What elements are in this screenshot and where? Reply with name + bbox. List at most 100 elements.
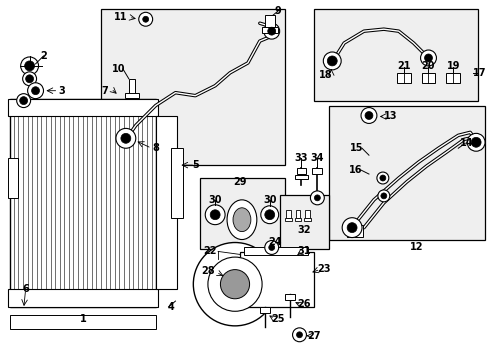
Circle shape [470, 137, 480, 147]
Bar [284, 294, 294, 300]
Circle shape [260, 206, 278, 224]
Text: 22: 22 [203, 247, 217, 256]
Circle shape [25, 75, 34, 83]
Circle shape [142, 16, 148, 22]
Circle shape [420, 50, 436, 66]
Bar [396, 73, 410, 83]
Text: 5: 5 [192, 160, 198, 170]
Bar [346, 225, 362, 237]
Text: 21: 21 [396, 61, 409, 71]
Bar [304, 218, 311, 221]
Text: 23: 23 [317, 264, 330, 274]
Bar [244, 247, 308, 255]
Text: 27: 27 [307, 331, 321, 341]
Bar [261, 27, 277, 33]
Bar [294, 175, 308, 179]
Text: 14: 14 [459, 138, 472, 148]
Bar [124, 93, 139, 98]
Text: 8: 8 [152, 143, 159, 153]
Circle shape [346, 223, 356, 233]
Circle shape [210, 210, 220, 220]
Text: 18: 18 [318, 70, 331, 80]
Bar [8, 289, 157, 307]
Circle shape [264, 240, 278, 255]
Text: 12: 12 [409, 243, 423, 252]
Text: 19: 19 [446, 61, 459, 71]
Bar [10, 315, 155, 329]
Circle shape [376, 172, 388, 184]
Text: 24: 24 [267, 237, 281, 247]
Bar [328, 105, 484, 239]
Circle shape [121, 133, 131, 143]
Text: 17: 17 [472, 68, 486, 78]
Circle shape [268, 244, 274, 251]
Text: 29: 29 [233, 177, 246, 187]
Circle shape [296, 332, 302, 338]
Circle shape [116, 129, 136, 148]
Bar [171, 148, 183, 218]
Circle shape [264, 210, 274, 220]
Circle shape [267, 27, 275, 35]
Text: 16: 16 [348, 165, 362, 175]
Text: 3: 3 [58, 86, 64, 96]
Text: 30: 30 [263, 195, 276, 205]
Circle shape [342, 218, 361, 238]
Text: 11: 11 [114, 12, 127, 22]
Bar [155, 117, 177, 289]
Text: 34: 34 [310, 153, 324, 163]
Circle shape [27, 83, 43, 99]
Text: 33: 33 [294, 153, 307, 163]
Circle shape [24, 61, 35, 71]
Circle shape [292, 328, 306, 342]
Text: 1: 1 [80, 314, 86, 324]
Text: 26: 26 [297, 299, 310, 309]
Circle shape [360, 108, 376, 123]
Circle shape [205, 205, 224, 225]
Ellipse shape [233, 208, 250, 231]
Text: 9: 9 [274, 6, 281, 16]
Bar [8, 158, 18, 198]
Circle shape [220, 270, 249, 299]
Circle shape [314, 195, 320, 201]
Bar [284, 218, 291, 221]
Bar [421, 73, 434, 83]
Text: 30: 30 [208, 195, 222, 205]
Circle shape [424, 54, 431, 62]
Ellipse shape [226, 200, 256, 239]
Bar [305, 210, 310, 218]
Circle shape [17, 94, 31, 108]
Circle shape [263, 23, 279, 39]
Bar [10, 99, 155, 307]
Bar [295, 210, 300, 218]
Text: 10: 10 [112, 64, 125, 74]
Bar [312, 168, 322, 174]
Bar [279, 195, 328, 249]
Bar [101, 9, 284, 165]
Circle shape [139, 12, 152, 26]
Text: 25: 25 [270, 314, 284, 324]
Circle shape [22, 72, 37, 86]
Circle shape [310, 191, 324, 205]
Circle shape [466, 133, 484, 151]
Text: 20: 20 [421, 61, 434, 71]
Circle shape [20, 57, 39, 75]
Circle shape [193, 243, 276, 326]
Bar [259, 307, 269, 313]
Text: 13: 13 [383, 111, 397, 121]
Text: 28: 28 [201, 266, 215, 276]
Bar [8, 99, 157, 117]
Circle shape [32, 87, 40, 95]
Bar [285, 210, 290, 218]
Circle shape [326, 56, 337, 66]
Bar [446, 73, 459, 83]
Text: 15: 15 [349, 143, 363, 153]
Text: 7: 7 [102, 86, 108, 96]
Bar [240, 252, 314, 307]
Bar [200, 178, 284, 249]
Bar [296, 168, 306, 174]
Bar [294, 218, 301, 221]
Bar [264, 15, 274, 27]
Circle shape [380, 193, 386, 199]
Text: 6: 6 [22, 284, 29, 294]
Text: 2: 2 [40, 51, 47, 61]
